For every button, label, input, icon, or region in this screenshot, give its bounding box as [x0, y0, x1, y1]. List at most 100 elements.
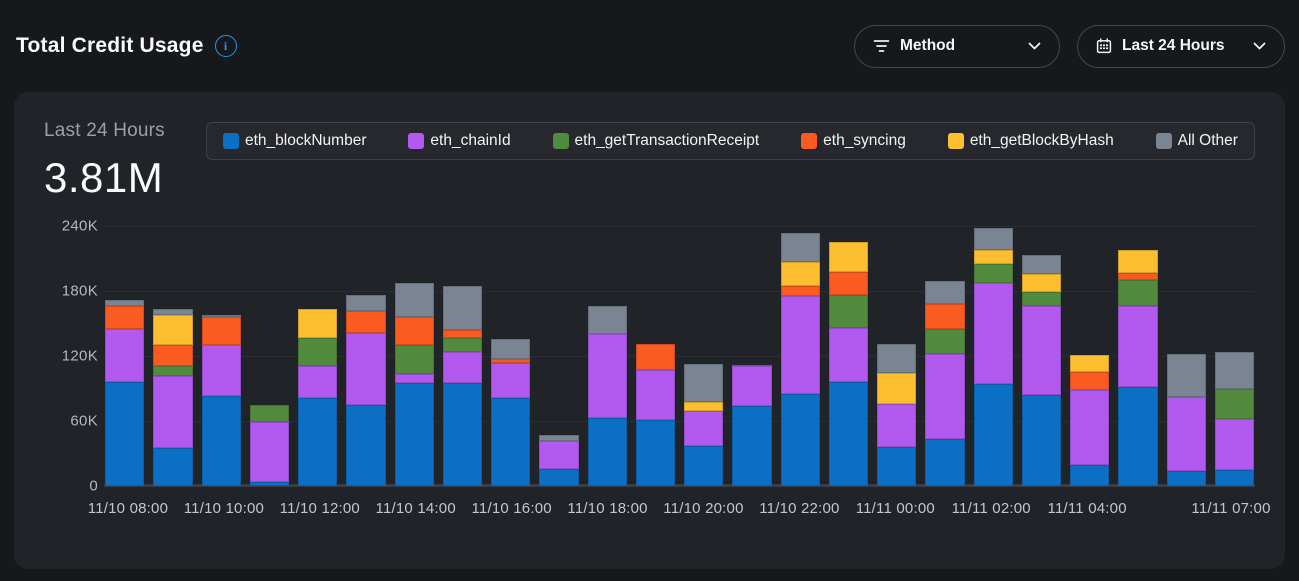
- segment-All Other[interactable]: [973, 228, 1013, 250]
- segment-eth_chainId[interactable]: [249, 422, 289, 482]
- segment-eth_blockNumber[interactable]: [249, 481, 289, 486]
- bar-11/10 13:00[interactable]: [346, 295, 386, 486]
- segment-All Other[interactable]: [539, 435, 579, 441]
- segment-eth_getBlockByHash[interactable]: [1118, 249, 1158, 273]
- segment-eth_syncing[interactable]: [346, 310, 386, 334]
- segment-eth_blockNumber[interactable]: [877, 447, 917, 486]
- bar-11/10 14:00[interactable]: [394, 283, 434, 486]
- segment-eth_chainId[interactable]: [1166, 397, 1206, 471]
- bar-11/11 02:00[interactable]: [973, 228, 1013, 486]
- segment-eth_chainId[interactable]: [1070, 389, 1110, 466]
- bar-11/11 06:00[interactable]: [1166, 353, 1206, 486]
- bar-11/10 19:00[interactable]: [635, 344, 675, 486]
- segment-All Other[interactable]: [877, 344, 917, 374]
- segment-eth_getBlockByHash[interactable]: [828, 242, 868, 272]
- segment-eth_chainId[interactable]: [973, 283, 1013, 385]
- segment-eth_blockNumber[interactable]: [973, 384, 1013, 486]
- segment-eth_blockNumber[interactable]: [684, 445, 724, 486]
- segment-eth_getBlockByHash[interactable]: [973, 249, 1013, 264]
- segment-eth_chainId[interactable]: [1021, 306, 1061, 395]
- segment-All Other[interactable]: [1021, 255, 1061, 274]
- segment-eth_blockNumber[interactable]: [201, 396, 241, 486]
- bar-11/10 17:00[interactable]: [539, 435, 579, 486]
- segment-eth_chainId[interactable]: [684, 411, 724, 446]
- bar-11/10 23:00[interactable]: [828, 242, 868, 486]
- segment-eth_chainId[interactable]: [394, 374, 434, 384]
- bar-11/11 05:00[interactable]: [1118, 249, 1158, 486]
- bar-11/11 00:00[interactable]: [877, 344, 917, 486]
- segment-All Other[interactable]: [1214, 351, 1254, 389]
- bar-11/10 20:00[interactable]: [684, 363, 724, 486]
- segment-eth_getBlockByHash[interactable]: [153, 314, 193, 346]
- segment-eth_blockNumber[interactable]: [153, 448, 193, 486]
- bar-11/10 15:00[interactable]: [442, 285, 482, 486]
- info-icon[interactable]: i: [214, 35, 237, 57]
- segment-eth_getTransactionReceipt[interactable]: [732, 364, 772, 366]
- segment-eth_syncing[interactable]: [105, 306, 145, 329]
- segment-eth_blockNumber[interactable]: [442, 383, 482, 486]
- segment-eth_chainId[interactable]: [346, 333, 386, 405]
- segment-eth_getTransactionReceipt[interactable]: [249, 404, 289, 423]
- segment-eth_blockNumber[interactable]: [925, 439, 965, 486]
- bar-11/11 03:00[interactable]: [1021, 255, 1061, 486]
- segment-eth_blockNumber[interactable]: [1021, 395, 1061, 486]
- segment-eth_syncing[interactable]: [394, 317, 434, 346]
- segment-eth_getTransactionReceipt[interactable]: [298, 337, 338, 366]
- segment-eth_blockNumber[interactable]: [346, 404, 386, 486]
- date-range-dropdown[interactable]: Last 24 Hours: [1077, 24, 1285, 68]
- legend-item-eth_blockNumber[interactable]: eth_blockNumber: [223, 132, 366, 150]
- bar-11/11 01:00[interactable]: [925, 281, 965, 486]
- segment-eth_syncing[interactable]: [1118, 272, 1158, 281]
- segment-eth_syncing[interactable]: [780, 285, 820, 297]
- segment-eth_blockNumber[interactable]: [635, 419, 675, 486]
- segment-All Other[interactable]: [780, 232, 820, 262]
- segment-eth_getTransactionReceipt[interactable]: [1118, 280, 1158, 307]
- segment-eth_chainId[interactable]: [1118, 306, 1158, 388]
- segment-eth_chainId[interactable]: [442, 351, 482, 384]
- segment-eth_getTransactionReceipt[interactable]: [973, 263, 1013, 284]
- segment-eth_getBlockByHash[interactable]: [780, 261, 820, 286]
- segment-eth_syncing[interactable]: [828, 271, 868, 296]
- segment-eth_chainId[interactable]: [539, 440, 579, 469]
- segment-eth_chainId[interactable]: [298, 365, 338, 399]
- segment-eth_getTransactionReceipt[interactable]: [394, 345, 434, 375]
- segment-eth_chainId[interactable]: [153, 375, 193, 449]
- segment-eth_getTransactionReceipt[interactable]: [1214, 388, 1254, 419]
- bar-11/10 16:00[interactable]: [491, 338, 531, 486]
- segment-eth_blockNumber[interactable]: [105, 382, 145, 486]
- segment-eth_chainId[interactable]: [105, 328, 145, 382]
- segment-eth_chainId[interactable]: [201, 345, 241, 397]
- segment-eth_getBlockByHash[interactable]: [1021, 273, 1061, 293]
- segment-eth_chainId[interactable]: [1214, 418, 1254, 470]
- segment-eth_syncing[interactable]: [1070, 372, 1110, 390]
- segment-eth_blockNumber[interactable]: [491, 398, 531, 486]
- bar-11/11 07:00[interactable]: [1214, 351, 1254, 486]
- segment-All Other[interactable]: [925, 281, 965, 305]
- segment-eth_getTransactionReceipt[interactable]: [1021, 292, 1061, 307]
- segment-eth_blockNumber[interactable]: [394, 383, 434, 486]
- segment-eth_getBlockByHash[interactable]: [684, 401, 724, 412]
- bar-11/10 21:00[interactable]: [732, 364, 772, 486]
- segment-eth_getBlockByHash[interactable]: [877, 373, 917, 404]
- segment-eth_chainId[interactable]: [587, 334, 627, 418]
- segment-eth_chainId[interactable]: [925, 353, 965, 440]
- segment-All Other[interactable]: [346, 295, 386, 311]
- bar-11/10 08:00[interactable]: [105, 299, 145, 486]
- segment-eth_getTransactionReceipt[interactable]: [153, 365, 193, 376]
- segment-All Other[interactable]: [153, 309, 193, 315]
- segment-eth_chainId[interactable]: [877, 403, 917, 447]
- bar-11/10 11:00[interactable]: [249, 404, 289, 486]
- segment-eth_blockNumber[interactable]: [1070, 465, 1110, 486]
- segment-All Other[interactable]: [1166, 353, 1206, 398]
- legend-item-eth_getBlockByHash[interactable]: eth_getBlockByHash: [947, 132, 1114, 150]
- segment-eth_chainId[interactable]: [635, 370, 675, 420]
- segment-eth_blockNumber[interactable]: [828, 382, 868, 486]
- segment-eth_syncing[interactable]: [925, 304, 965, 329]
- segment-eth_chainId[interactable]: [780, 296, 820, 394]
- segment-eth_blockNumber[interactable]: [1166, 470, 1206, 486]
- segment-eth_syncing[interactable]: [442, 330, 482, 338]
- segment-eth_chainId[interactable]: [828, 327, 868, 382]
- segment-eth_getBlockByHash[interactable]: [1070, 354, 1110, 373]
- bar-11/11 04:00[interactable]: [1070, 354, 1110, 486]
- legend-item-All Other[interactable]: All Other: [1155, 132, 1238, 150]
